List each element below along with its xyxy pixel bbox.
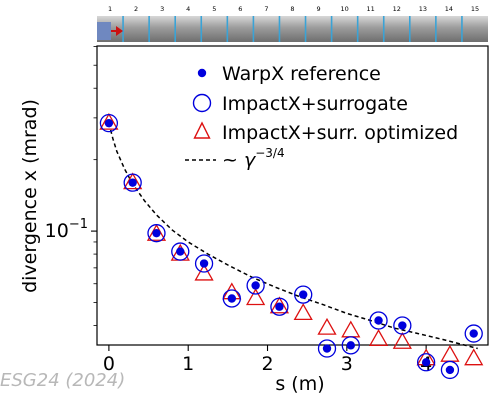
beamline-cell-number: 14 [445, 5, 453, 13]
impactx-surrogate-point [341, 336, 360, 355]
impactx-surrogate-point [123, 173, 142, 192]
x-tick-label: 0 [103, 353, 115, 375]
impactx-surrogate-point [464, 324, 483, 343]
warpx-reference-point [227, 294, 237, 303]
y-tick-label: 10−1 [45, 217, 88, 242]
warpx-reference-point [104, 118, 114, 128]
warpx-reference-point [128, 178, 137, 187]
beamline-cell-number: 7 [264, 5, 268, 13]
beamline-diagram: 1 2 3 4 5 6 7 8 9 10 11 12 13 14 15 [97, 5, 488, 42]
x-axis-label: s (m) [275, 373, 324, 394]
beamline-cell-number: 3 [160, 5, 164, 13]
impactx-surrogate-point [440, 360, 460, 380]
impactx-surrogate-point [147, 224, 166, 243]
impactx-surrogate-point [393, 316, 412, 335]
beamline-cell-number: 1 [108, 5, 112, 13]
legend-marker-impactx-optimized [193, 121, 211, 139]
impactx-surrogate-point [99, 114, 119, 133]
warpx-reference-point [445, 365, 455, 375]
impactx-optimized-point [246, 288, 266, 306]
beam-direction-arrow-icon [116, 26, 123, 36]
impactx-surrogate-point [270, 297, 289, 316]
impactx-surrogate-point [171, 242, 190, 261]
beamline-cell-number: 11 [367, 5, 375, 13]
warpx-reference-point [346, 341, 355, 350]
impactx-optimized-point [440, 344, 460, 362]
beamline-cell-number: 13 [419, 5, 427, 13]
legend-marker-warpx [197, 68, 207, 78]
x-tick-label: 2 [261, 353, 273, 375]
warpx-reference-point [299, 290, 308, 299]
beamline-cell-number: 5 [212, 5, 216, 13]
impactx-optimized-point [146, 223, 167, 241]
legend-label-warpx: WarpX reference [222, 63, 381, 85]
impactx-surrogate-point [369, 311, 388, 330]
warpx-reference-point [421, 358, 431, 367]
warpx-reference-point [176, 247, 185, 256]
warpx-reference-point [469, 329, 478, 338]
impactx-optimized-point [99, 112, 119, 130]
citation-watermark: ESG24 (2024) [0, 370, 126, 391]
warpx-reference-point [251, 281, 260, 290]
beamline-cell-number: 6 [238, 5, 242, 13]
warpx-reference-point [275, 302, 284, 311]
impactx-surrogate-point [317, 339, 337, 358]
y-axis-label: divergence x (mrad) [19, 99, 41, 293]
beamline-cell-number: 8 [290, 5, 294, 13]
warpx-reference-point [152, 228, 161, 238]
warpx-reference-point [199, 259, 209, 268]
legend-label-gamma: ~ γ−3/4 [222, 146, 285, 171]
x-tick-label: 1 [182, 353, 194, 375]
beamline-source [97, 22, 111, 40]
beamline-cell-number: 10 [340, 5, 348, 13]
impactx-surrogate-point [222, 289, 241, 308]
impactx-optimized-point [293, 303, 313, 321]
impactx-surrogate-point [416, 353, 436, 372]
legend-label-impactx: ImpactX+surrogate [222, 93, 408, 115]
impactx-optimized-point [123, 172, 143, 190]
legend: WarpX reference ImpactX+surrogate Impact… [185, 63, 458, 171]
impactx-optimized-point [368, 328, 389, 346]
impactx-optimized-point [269, 296, 290, 314]
beamline-cell-number: 15 [471, 5, 479, 13]
legend-label-impactx-optimized: ImpactX+surr. optimized [222, 122, 458, 144]
beamline-pipe [97, 16, 488, 42]
impactx-surrogate-point [294, 285, 313, 304]
x-tick-label: 3 [341, 353, 353, 375]
plot-frame [96, 45, 489, 346]
impactx-optimized-point [464, 348, 484, 366]
warpx-reference-point [322, 344, 332, 353]
impactx-optimized-point [194, 263, 214, 281]
beamline-cell-number: 2 [134, 5, 138, 13]
warpx-reference-point [374, 316, 383, 325]
impactx-optimized-point [317, 317, 337, 335]
beamline-cell-number: 12 [393, 5, 401, 13]
impactx-optimized-point [341, 320, 361, 338]
beamline-cell-number: 4 [186, 5, 190, 13]
impactx-surrogate-point [194, 254, 214, 273]
beamline-cell-number: 9 [316, 5, 320, 13]
warpx-reference-point [398, 321, 407, 330]
legend-marker-impactx [192, 93, 212, 113]
impactx-surrogate-point [246, 276, 265, 295]
impactx-optimized-point [392, 331, 412, 349]
gamma-scaling-curve [108, 123, 478, 350]
